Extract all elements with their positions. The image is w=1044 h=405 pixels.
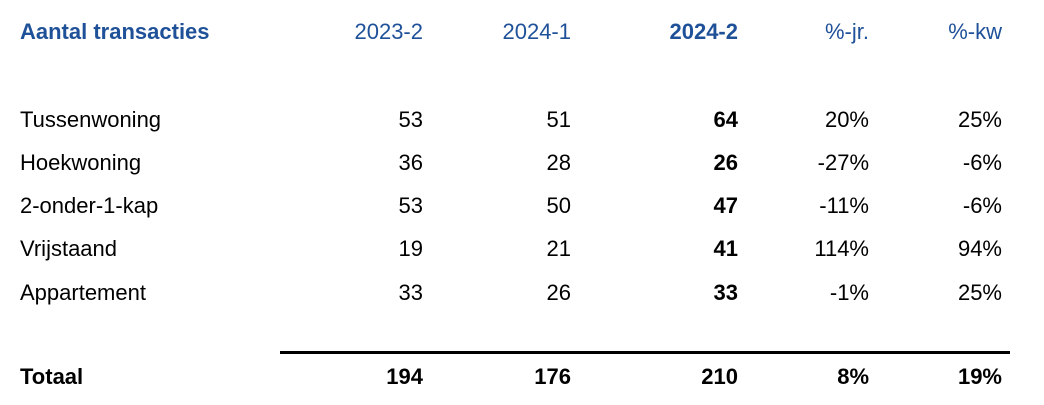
cell-value: 20% bbox=[824, 107, 869, 132]
cell-value: 36 bbox=[398, 150, 423, 175]
column-header: 2024-1 bbox=[502, 19, 571, 44]
cell-value: -11% bbox=[819, 193, 869, 218]
total-value: 8% bbox=[837, 364, 869, 389]
total-rule bbox=[280, 351, 1010, 354]
cell-value: 51 bbox=[546, 107, 571, 132]
total-value: 194 bbox=[386, 364, 423, 389]
cell-value: 50 bbox=[546, 193, 571, 218]
total-value: 176 bbox=[534, 364, 571, 389]
column-header: 2024-2 bbox=[669, 19, 738, 44]
cell-value: -27% bbox=[817, 150, 869, 175]
cell-value: 28 bbox=[546, 150, 571, 175]
row-label: 2-onder-1-kap bbox=[20, 193, 159, 218]
row-label: Appartement bbox=[20, 280, 146, 305]
cell-value: 26 bbox=[713, 150, 738, 175]
row-label: Tussenwoning bbox=[20, 107, 162, 132]
cell-value: 21 bbox=[546, 236, 571, 261]
cell-value: 25% bbox=[957, 280, 1002, 305]
column-header: %-kw bbox=[948, 19, 1002, 44]
cell-value: -1% bbox=[829, 280, 869, 305]
cell-value: 41 bbox=[713, 236, 738, 261]
cell-value: 64 bbox=[713, 107, 738, 132]
total-value: 19% bbox=[957, 364, 1002, 389]
cell-value: 33 bbox=[398, 280, 423, 305]
column-header: %-jr. bbox=[825, 19, 869, 44]
column-header: 2023-2 bbox=[354, 19, 423, 44]
total-label: Totaal bbox=[20, 364, 84, 389]
total-value: 210 bbox=[701, 364, 738, 389]
cell-value: 25% bbox=[957, 107, 1002, 132]
cell-value: 47 bbox=[713, 193, 738, 218]
cell-value: -6% bbox=[962, 193, 1002, 218]
row-label: Hoekwoning bbox=[20, 150, 142, 175]
cell-value: 26 bbox=[546, 280, 571, 305]
cell-value: 53 bbox=[398, 193, 423, 218]
cell-value: 33 bbox=[713, 280, 738, 305]
cell-value: -6% bbox=[962, 150, 1002, 175]
table-title: Aantal transacties bbox=[20, 19, 210, 44]
cell-value: 94% bbox=[957, 236, 1002, 261]
cell-value: 114% bbox=[814, 236, 869, 261]
cell-value: 19 bbox=[398, 236, 423, 261]
row-label: Vrijstaand bbox=[20, 236, 118, 261]
cell-value: 53 bbox=[398, 107, 423, 132]
